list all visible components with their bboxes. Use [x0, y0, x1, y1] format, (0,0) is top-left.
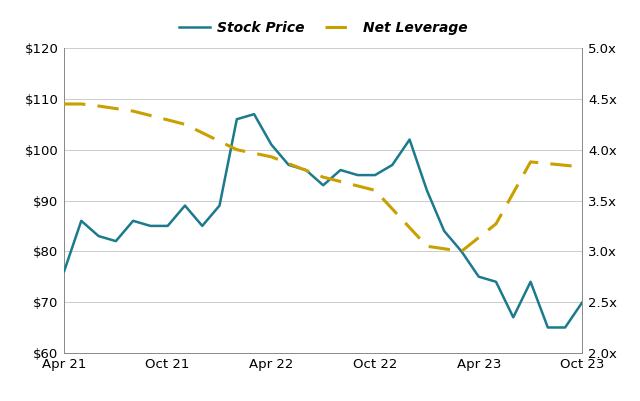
Legend: Stock Price, Net Leverage: Stock Price, Net Leverage — [173, 16, 473, 41]
